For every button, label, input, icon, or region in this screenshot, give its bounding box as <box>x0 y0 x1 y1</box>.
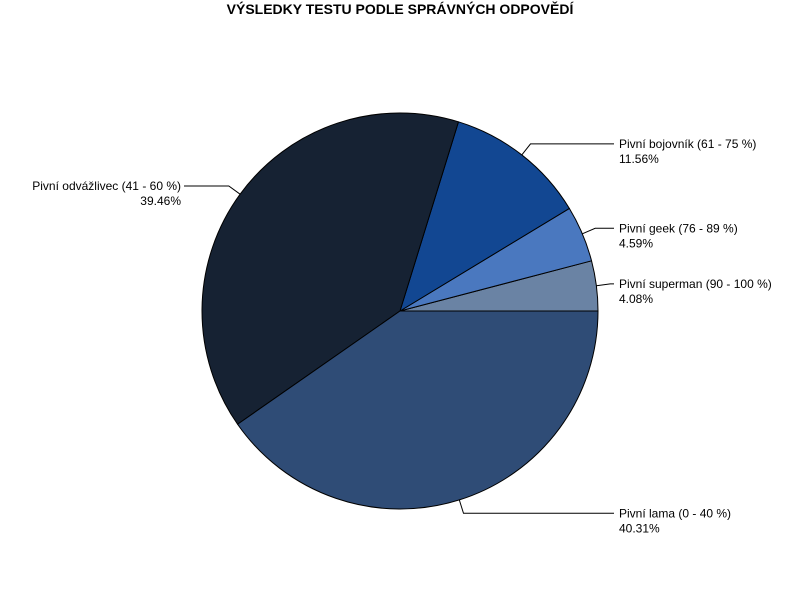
leader-line-pivni-odvazlivec-41-60 <box>184 185 241 195</box>
leader-line-pivni-bojovnik-61-75 <box>521 143 614 156</box>
leader-line-pivni-superman-90-100 <box>596 283 614 287</box>
slice-value-pivni-geek-76-89: 4.59% <box>619 236 653 250</box>
slice-label-pivni-odvazlivec-41-60: Pivní odvážlivec (41 - 60 %) <box>32 179 181 193</box>
pie-slice-pivni-odvazlivec-41-60 <box>201 112 459 425</box>
slice-value-pivni-superman-90-100: 4.08% <box>619 292 653 306</box>
pie-slice-pivni-lama-0-40 <box>237 310 599 510</box>
pie-labels: Pivní superman (90 - 100 %)4.08% Pivní ge… <box>32 137 771 535</box>
leader-line-pivni-geek-76-89 <box>582 227 614 235</box>
chart-title: VÝSLEDKY TESTU PODLE SPRÁVNÝCH ODPOVĚDÍ <box>226 1 574 17</box>
pie-leader-lines <box>184 143 614 514</box>
slice-label-pivni-superman-90-100: Pivní superman (90 - 100 %) <box>619 277 772 291</box>
pie-slices <box>201 112 599 510</box>
slice-value-pivni-lama-0-40: 40.31% <box>619 521 660 535</box>
pie-slice-pivni-bojovnik-61-75 <box>399 121 570 312</box>
slice-label-pivni-geek-76-89: Pivní geek (76 - 89 %) <box>619 221 738 235</box>
slice-value-pivni-odvazlivec-41-60: 39.46% <box>140 194 181 208</box>
slice-label-pivni-bojovnik-61-75: Pivní bojovník (61 - 75 %) <box>619 137 756 151</box>
leader-line-pivni-lama-0-40 <box>458 499 614 514</box>
slice-value-pivni-bojovnik-61-75: 11.56% <box>619 152 659 166</box>
slice-label-pivni-lama-0-40: Pivní lama (0 - 40 %) <box>619 506 731 520</box>
